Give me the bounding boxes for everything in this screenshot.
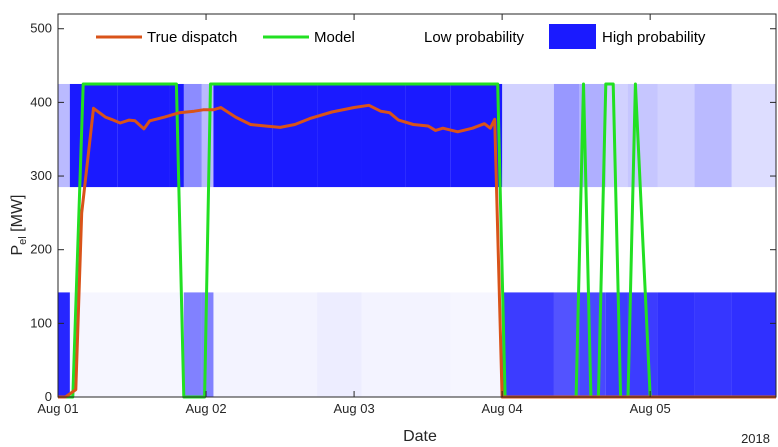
band-lower-15 — [605, 292, 628, 397]
legend-label-low-probability: Low probability — [424, 29, 525, 46]
band-lower-19 — [731, 292, 776, 397]
y-tick-label-0: 0 — [45, 389, 52, 404]
band-lower-8 — [317, 292, 362, 397]
band-upper-2 — [117, 83, 170, 188]
probability-bands — [58, 83, 776, 397]
band-upper-4 — [183, 83, 202, 188]
y-axis-ticks: 0 100 200 300 400 500 — [30, 21, 776, 404]
band-lower-5 — [201, 292, 214, 397]
band-upper-12 — [502, 83, 554, 188]
y-axis-label: Pel [MW] — [9, 195, 29, 256]
band-lower-0 — [58, 292, 70, 397]
band-lower-6 — [213, 292, 273, 397]
band-lower-11 — [450, 292, 503, 397]
band-lower-10 — [405, 292, 451, 397]
year-label: 2018 — [741, 431, 770, 446]
plot-frame — [57, 13, 777, 398]
band-upper-1 — [69, 83, 118, 188]
x-tick-label-3: Aug 04 — [482, 401, 523, 416]
y-tick-label-500: 500 — [30, 21, 52, 36]
y-tick-label-300: 300 — [30, 168, 52, 183]
y-tick-label-400: 400 — [30, 94, 52, 109]
band-upper-7 — [272, 83, 318, 188]
y-tick-label-200: 200 — [30, 242, 52, 257]
band-upper-13 — [553, 83, 580, 188]
legend-label-true-dispatch: True dispatch — [147, 29, 237, 46]
x-tick-label-0: Aug 01 — [37, 401, 78, 416]
band-upper-10 — [405, 83, 451, 188]
band-lower-16 — [627, 292, 658, 397]
band-lower-18 — [694, 292, 732, 397]
band-lower-4 — [183, 292, 202, 397]
x-tick-label-2: Aug 03 — [333, 401, 374, 416]
band-lower-17 — [657, 292, 695, 397]
band-lower-12 — [502, 292, 554, 397]
band-lower-13 — [553, 292, 580, 397]
x-tick-label-1: Aug 02 — [185, 401, 226, 416]
band-upper-17 — [657, 83, 695, 188]
legend-swatch-high-probability — [549, 24, 596, 49]
band-upper-9 — [361, 83, 406, 188]
band-upper-15 — [605, 83, 628, 188]
band-lower-7 — [272, 292, 318, 397]
legend-label-model: Model — [314, 29, 355, 46]
legend: True dispatch Model Low probability High… — [96, 24, 706, 49]
band-upper-0 — [58, 83, 70, 188]
band-upper-11 — [450, 83, 503, 188]
x-axis-ticks: Aug 01 Aug 02 Aug 03 Aug 04 Aug 05 — [37, 14, 671, 416]
band-upper-8 — [317, 83, 362, 188]
band-lower-2 — [117, 292, 170, 397]
legend-label-high-probability: High probability — [602, 29, 706, 46]
x-axis-label: Date — [403, 428, 437, 445]
band-lower-9 — [361, 292, 406, 397]
band-lower-3 — [169, 292, 184, 397]
y-tick-label-100: 100 — [30, 315, 52, 330]
band-upper-6 — [213, 83, 273, 188]
band-upper-19 — [731, 83, 776, 188]
band-upper-5 — [201, 83, 214, 188]
band-upper-18 — [694, 83, 732, 188]
x-tick-label-4: Aug 05 — [630, 401, 671, 416]
